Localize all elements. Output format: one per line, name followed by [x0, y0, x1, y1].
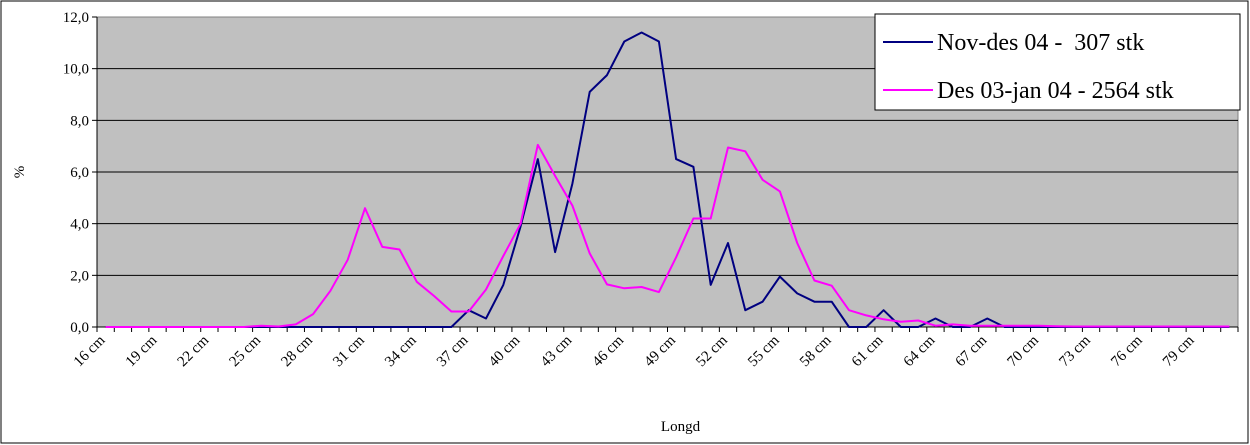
y-tick-label: 6,0	[70, 165, 89, 181]
legend: Nov-des 04 - 307 stk Des 03-jan 04 - 256…	[874, 13, 1241, 111]
legend-label-series-2: Des 03-jan 04 - 2564 stk	[937, 78, 1174, 104]
y-tick-label: 10,0	[63, 62, 89, 78]
y-tick-label: 12,0	[63, 10, 89, 26]
legend-label-series-1: Nov-des 04 - 307 stk	[937, 30, 1144, 56]
series-line-1	[105, 31, 1230, 328]
x-axis-title: Longd	[661, 419, 701, 435]
series-line-2	[105, 143, 1230, 328]
legend-box	[874, 13, 1241, 111]
y-axis-title: %	[12, 166, 28, 179]
y-tick-label: 4,0	[70, 217, 89, 233]
y-tick-label: 0,0	[70, 320, 89, 336]
series-lines	[105, 31, 1230, 328]
y-tick-label: 2,0	[70, 268, 89, 284]
y-tick-label: 8,0	[70, 113, 89, 129]
